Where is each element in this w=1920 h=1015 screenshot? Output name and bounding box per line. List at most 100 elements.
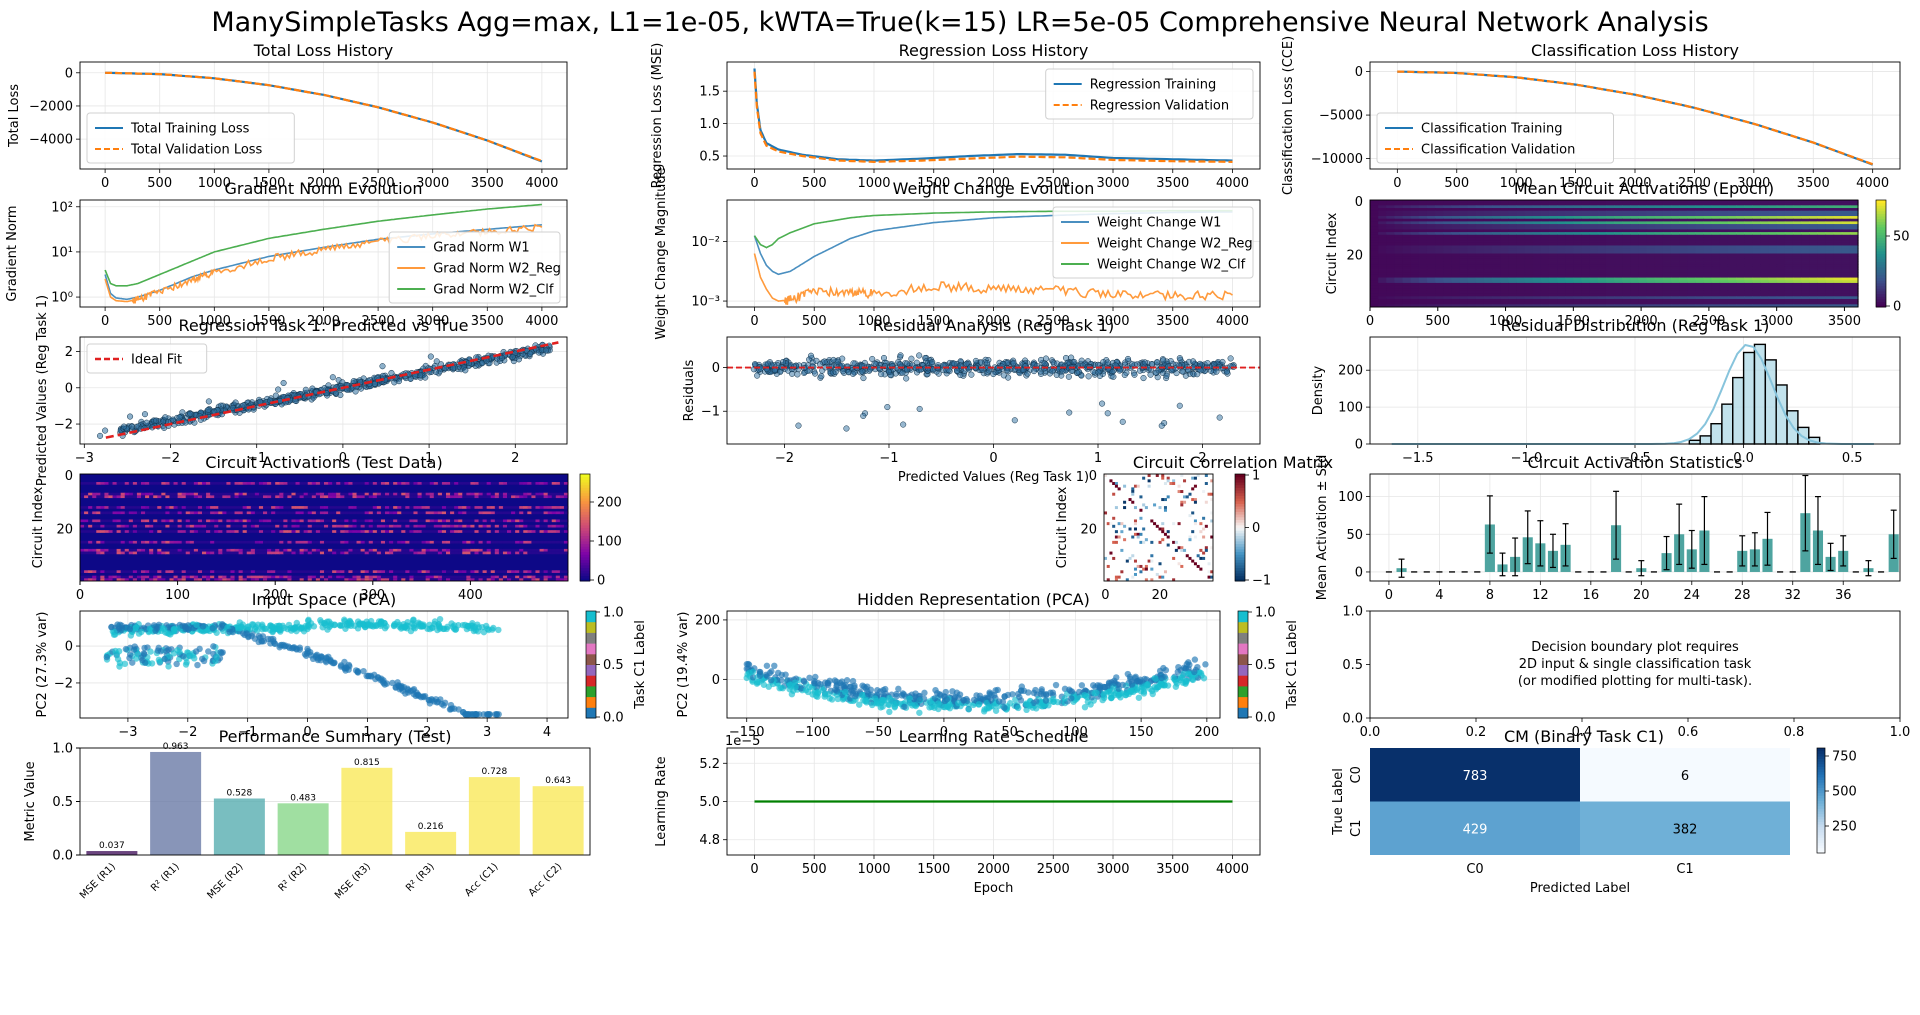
heatmap-cell [1760,240,1770,244]
heatmap-cell [409,551,414,555]
heatmap-cell [450,551,455,555]
heatmap-cell [1467,280,1477,284]
colorbar-cell [1817,784,1825,788]
heatmap-cell [531,519,536,523]
heatmap-cell [1386,237,1395,241]
heatmap-cell [1768,285,1778,289]
heatmap-cell [441,492,447,496]
heatmap-cell [1622,264,1631,268]
heatmap-cell [1849,240,1859,244]
heatmap-cell [1792,208,1802,212]
heatmap-cell [1394,269,1404,273]
legend-entry: Regression Training [1090,78,1217,93]
heatmap-cell [1719,282,1729,286]
heatmap-cell [1646,277,1656,281]
heatmap-cell [385,495,390,499]
heatmap-cell [539,575,545,579]
legend-entry: Grad Norm W2_Reg [433,262,561,277]
heatmap-cell [344,548,349,552]
heatmap-cell [100,495,105,499]
heatmap-cell [1394,266,1404,270]
heatmap-cell [1483,285,1493,289]
heatmap-cell [1744,250,1753,254]
heatmap-cell [1670,288,1680,292]
heatmap-cell [1849,274,1859,278]
heatmap-cell [1581,205,1591,209]
colorbar-cell [1235,543,1245,547]
heatmap-cell [352,548,358,552]
heatmap-cell [409,511,414,515]
x-tick-label: C1 [1676,862,1693,877]
heatmap-cell [1492,272,1501,276]
heatmap-cell [145,578,150,581]
heatmap-cell [1801,213,1810,217]
heatmap-cell [1695,210,1705,214]
heatmap-cell [1508,298,1517,303]
heatmap-cell [1370,237,1379,241]
heatmap-cell [230,578,236,581]
heatmap-cell [527,540,532,544]
heatmap-cell [1532,208,1542,212]
heatmap-cell [563,548,569,552]
heatmap-cell [157,548,162,552]
heatmap-cell [405,570,410,573]
heatmap-cell [1638,208,1648,212]
heatmap-cell [238,524,244,528]
heatmap-cell [1492,208,1501,212]
heatmap-cell [258,482,264,485]
colorbar-cell [1817,800,1825,804]
heatmap-cell [324,548,329,552]
heatmap-cell [1402,221,1412,225]
heatmap-cell [1768,218,1778,222]
heatmap-cell [356,551,362,555]
heatmap-cell [1727,221,1737,225]
heatmap-cell [157,482,162,485]
heatmap-cell [112,506,118,509]
heatmap-cell [210,548,215,552]
heatmap-cell [1744,258,1753,262]
heatmap-cell [1161,575,1165,579]
heatmap-cell [462,519,467,523]
heatmap-cell [486,548,492,552]
heatmap-cell [1125,578,1129,582]
heatmap-cell [1662,240,1672,244]
heatmap-cell [124,524,130,528]
heatmap-cell [1117,535,1121,539]
colorbar-cell [1817,808,1825,812]
heatmap-cell [1565,296,1574,300]
heatmap-cell [275,540,280,544]
colorbar-cell [580,578,590,582]
heatmap-cell [1557,224,1566,228]
heatmap-cell [1467,218,1477,222]
heatmap-cell [563,519,569,523]
heatmap-cell [258,575,264,579]
colorbar-cell [580,490,590,494]
heatmap-cell [1410,213,1420,217]
heatmap-cell [1630,210,1639,214]
heatmap-cell [1744,296,1753,300]
heatmap-cell [555,551,561,555]
heatmap-cell [555,506,561,509]
heatmap-cell [1614,240,1623,244]
heatmap-cell [1540,242,1550,246]
heatmap-cell [551,492,557,496]
heatmap-cell [1426,258,1436,262]
heatmap-cell [446,530,451,533]
heatmap-cell [470,578,475,581]
heatmap-cell [108,492,114,496]
heatmap-cell [1833,282,1843,286]
heatmap-cell [348,524,353,528]
heatmap-cell [401,540,406,544]
heatmap-cell [1459,240,1469,244]
heatmap-cell [1475,229,1485,233]
heatmap-cell [401,530,406,533]
heatmap-cell [1426,288,1436,292]
heatmap-cell [1752,282,1761,286]
heatmap-cell [360,530,366,533]
heatmap-cell [246,506,252,509]
heatmap-cell [519,519,524,523]
heatmap-cell [1128,498,1132,502]
heatmap-cell [1614,250,1623,254]
heatmap-cell [1500,202,1509,206]
heatmap-cell [202,495,207,499]
